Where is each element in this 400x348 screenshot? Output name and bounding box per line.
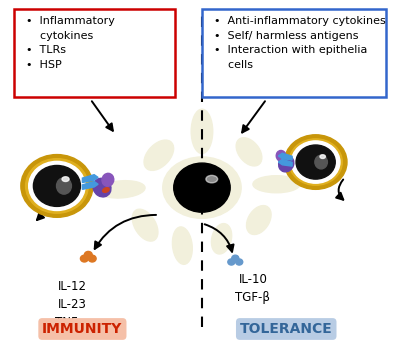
Ellipse shape: [163, 157, 241, 218]
Circle shape: [80, 255, 88, 262]
Polygon shape: [278, 153, 292, 160]
Ellipse shape: [246, 206, 271, 235]
Ellipse shape: [172, 227, 192, 264]
Circle shape: [88, 255, 96, 262]
Circle shape: [236, 259, 243, 265]
Text: •  Inflammatory
    cytokines
•  TLRs
•  HSP: • Inflammatory cytokines • TLRs • HSP: [26, 16, 114, 70]
Circle shape: [291, 141, 340, 183]
Polygon shape: [278, 159, 292, 166]
Text: •  Anti-inflammatory cytokines
•  Self/ harmless antigens
•  Interaction with ep: • Anti-inflammatory cytokines • Self/ ha…: [214, 16, 386, 70]
Circle shape: [21, 155, 93, 217]
Circle shape: [34, 166, 80, 206]
Circle shape: [29, 161, 85, 211]
Ellipse shape: [320, 155, 326, 158]
Circle shape: [228, 259, 235, 265]
Polygon shape: [82, 182, 98, 189]
Ellipse shape: [253, 176, 300, 193]
Ellipse shape: [132, 209, 158, 241]
Circle shape: [296, 145, 335, 179]
Text: TOLERANCE: TOLERANCE: [240, 322, 333, 336]
Ellipse shape: [279, 156, 294, 172]
Ellipse shape: [191, 109, 213, 153]
Ellipse shape: [236, 138, 262, 166]
Circle shape: [84, 251, 92, 258]
Ellipse shape: [103, 188, 109, 192]
Ellipse shape: [206, 175, 218, 183]
Ellipse shape: [62, 177, 69, 182]
FancyBboxPatch shape: [202, 9, 386, 97]
Polygon shape: [82, 175, 98, 182]
FancyBboxPatch shape: [14, 9, 174, 97]
Circle shape: [232, 255, 239, 261]
Ellipse shape: [144, 140, 174, 171]
Ellipse shape: [102, 173, 114, 186]
Text: IL-10
TGF-β: IL-10 TGF-β: [236, 273, 270, 304]
Ellipse shape: [93, 179, 111, 197]
Text: IMMUNITY: IMMUNITY: [42, 322, 122, 336]
Ellipse shape: [276, 150, 286, 161]
Circle shape: [26, 159, 88, 213]
Ellipse shape: [315, 155, 328, 169]
Ellipse shape: [212, 224, 232, 254]
Circle shape: [284, 135, 347, 189]
Circle shape: [289, 139, 342, 185]
Text: IL-12
IL-23
TNF-α: IL-12 IL-23 TNF-α: [55, 280, 90, 329]
Ellipse shape: [98, 181, 145, 198]
Ellipse shape: [56, 178, 72, 194]
Circle shape: [174, 163, 230, 212]
